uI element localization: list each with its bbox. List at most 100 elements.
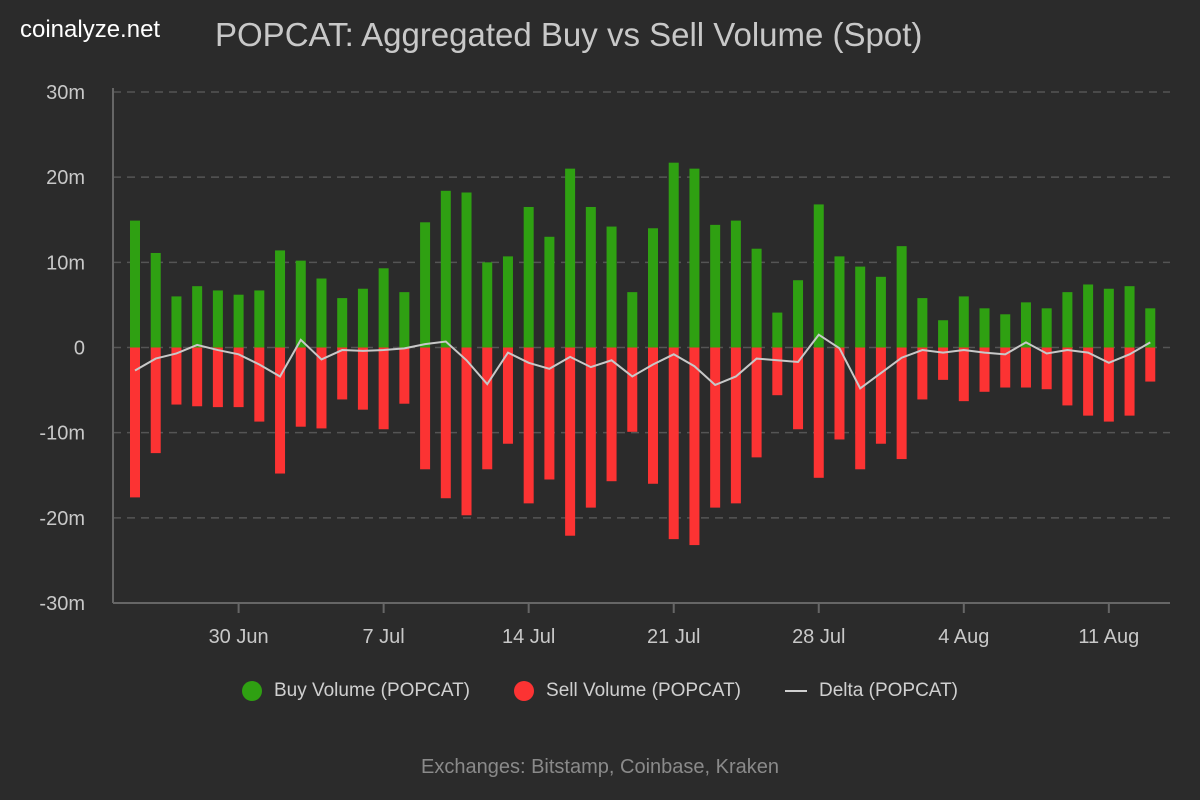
buy-bar (275, 250, 286, 348)
sell-bar (337, 347, 348, 400)
sell-bar (772, 347, 783, 396)
buy-bar (1020, 302, 1031, 348)
y-tick-label: 30m (46, 82, 85, 104)
sell-bar (1124, 347, 1135, 416)
legend-delta-label: Delta (POPCAT) (819, 680, 959, 701)
sell-bar (192, 347, 203, 407)
sell-bar (896, 347, 907, 460)
x-tick-label: 14 Jul (502, 626, 555, 648)
sell-bar (668, 347, 679, 540)
buy-bar (523, 206, 534, 348)
buy-bar (212, 290, 223, 348)
buy-bar (958, 296, 969, 348)
legend-delta[interactable]: Delta (POPCAT) (785, 680, 958, 702)
y-tick-label: -20m (39, 508, 85, 530)
delta-line (134, 333, 1151, 390)
buy-bar (254, 290, 265, 348)
brand-logo[interactable]: coinalyze.net (20, 16, 161, 43)
x-tick-label: 28 Jul (792, 626, 845, 648)
sell-bar (751, 347, 762, 458)
buy-bar (627, 292, 638, 348)
buy-bar (813, 204, 824, 348)
buy-bar (689, 168, 700, 348)
legend-sell[interactable]: Sell Volume (POPCAT) (514, 680, 741, 702)
buy-bar (316, 278, 327, 348)
buy-bar (896, 246, 907, 348)
legend-sell-label: Sell Volume (POPCAT) (546, 680, 741, 701)
buy-bar (793, 280, 804, 348)
sell-bar (295, 347, 306, 427)
legend: Buy Volume (POPCAT) Sell Volume (POPCAT)… (0, 680, 1200, 702)
buy-bar (979, 308, 990, 348)
sell-bar (585, 347, 596, 508)
sell-bar (1041, 347, 1052, 390)
sell-bar (793, 347, 804, 430)
buy-bar (751, 248, 762, 348)
sell-bar (1083, 347, 1094, 416)
buy-bar (606, 226, 617, 348)
sell-bar (565, 347, 576, 536)
sell-bar (813, 347, 824, 478)
buy-bar (130, 220, 140, 348)
buy-bar (772, 312, 783, 348)
sell-bar (648, 347, 658, 484)
sell-bar (233, 347, 244, 408)
sell-bar (710, 347, 721, 508)
sell-bar (171, 347, 182, 405)
sell-bar (130, 347, 140, 498)
delta-legend-line-icon (785, 690, 807, 692)
sell-bar (606, 347, 617, 482)
legend-buy-label: Buy Volume (POPCAT) (273, 680, 471, 701)
sell-bar (1103, 347, 1114, 422)
y-tick-label: 10m (46, 252, 85, 274)
buy-bar (855, 266, 866, 348)
sell-bar (730, 347, 741, 504)
x-tick-label: 21 Jul (647, 626, 700, 648)
buy-bar (544, 236, 555, 348)
sell-bar (461, 347, 472, 516)
sell-bar (1000, 347, 1011, 388)
buy-bar (420, 222, 431, 348)
buy-bar (1062, 292, 1073, 348)
buy-bar (399, 292, 410, 348)
buy-bar (440, 190, 451, 348)
sell-bar (502, 347, 513, 444)
buy-bar (482, 262, 493, 348)
sell-bar (689, 347, 700, 546)
buy-bar (1000, 314, 1011, 348)
y-tick-label: 20m (46, 167, 85, 189)
sell-bar (855, 347, 866, 470)
buy-bar (295, 260, 306, 348)
buy-bar (730, 220, 741, 348)
buy-bar (1124, 286, 1135, 348)
chart-title: POPCAT: Aggregated Buy vs Sell Volume (S… (215, 16, 923, 53)
buy-bar (1103, 288, 1114, 348)
buy-bar (1145, 308, 1156, 348)
x-tick-label: 7 Jul (363, 626, 405, 648)
sell-bar (917, 347, 928, 400)
buy-bar (192, 286, 203, 348)
x-tick-label: 11 Aug (1078, 626, 1139, 648)
buy-bar (1041, 308, 1052, 348)
y-tick-label: -30m (39, 593, 85, 615)
sell-bar (958, 347, 969, 402)
sell-bar (254, 347, 265, 422)
buy-bar (585, 206, 596, 348)
legend-buy[interactable]: Buy Volume (POPCAT) (241, 680, 471, 702)
sell-bar (420, 347, 431, 470)
x-tick-label: 4 Aug (938, 626, 989, 648)
buy-bar (917, 298, 928, 348)
sell-bar (875, 347, 886, 444)
buy-bar (875, 276, 886, 348)
buy-bar (337, 298, 348, 348)
sell-bar (150, 347, 161, 454)
buy-bar (233, 294, 244, 348)
sell-bar (357, 347, 368, 410)
buy-bar (938, 320, 949, 348)
y-tick-label: 0 (74, 338, 85, 360)
sell-bar (1145, 347, 1156, 382)
sell-bar (523, 347, 534, 504)
buy-bar (171, 296, 182, 348)
sell-bar (1062, 347, 1073, 406)
